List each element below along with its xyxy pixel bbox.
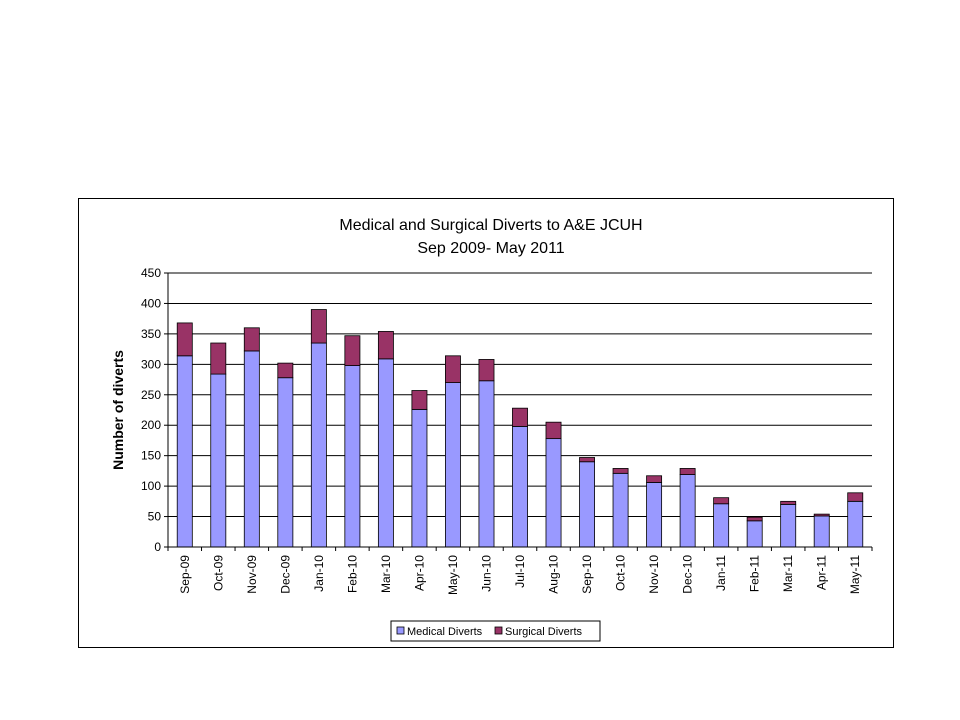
bar-surgical bbox=[377, 331, 394, 360]
bar-surgical bbox=[445, 355, 461, 383]
bar-surgical bbox=[478, 359, 495, 382]
legend-label: Medical Diverts bbox=[407, 626, 483, 638]
bar-medical bbox=[847, 500, 864, 548]
bar-medical bbox=[310, 342, 327, 548]
x-tick-label: Mar-11 bbox=[781, 555, 795, 592]
x-tick-label: Dec-09 bbox=[278, 555, 292, 594]
bar-surgical bbox=[579, 457, 595, 463]
y-tick-label: 350 bbox=[141, 327, 161, 341]
x-tick-label: Apr-10 bbox=[412, 555, 426, 591]
bar-surgical bbox=[746, 516, 763, 522]
x-tick-label: Jun-10 bbox=[479, 555, 493, 592]
bar-medical bbox=[478, 380, 495, 548]
bar-medical bbox=[411, 408, 428, 548]
y-tick-label: 150 bbox=[141, 449, 161, 463]
x-tick-label: Feb-11 bbox=[748, 555, 762, 592]
y-tick-label: 50 bbox=[148, 510, 162, 524]
bar-medical bbox=[713, 503, 730, 548]
x-tick-label: Aug-10 bbox=[547, 555, 561, 594]
bar-medical bbox=[746, 520, 763, 548]
x-tick-label: Oct-09 bbox=[211, 555, 225, 591]
bars-layer bbox=[176, 309, 864, 548]
x-tick-label: Jan-11 bbox=[714, 555, 728, 591]
x-tick-label: Nov-10 bbox=[647, 555, 661, 594]
y-tick-label: 250 bbox=[141, 388, 161, 402]
bar-surgical bbox=[411, 390, 428, 410]
bar-surgical bbox=[512, 407, 528, 427]
y-tick-label: 450 bbox=[141, 266, 161, 280]
bar-surgical bbox=[612, 468, 629, 474]
y-tick-label: 400 bbox=[141, 296, 161, 310]
axis-layer: 0 50 100 150 200 250 300 350 400 450 Sep-09 Oct-09 N… bbox=[141, 266, 873, 595]
y-tick-label: 200 bbox=[141, 418, 161, 432]
bar-surgical bbox=[277, 362, 294, 379]
y-tick-label: 100 bbox=[141, 479, 161, 493]
x-tick-label: Feb-10 bbox=[345, 555, 359, 593]
bar-surgical bbox=[176, 322, 193, 357]
bar-surgical bbox=[847, 492, 864, 502]
x-tick-label: May-10 bbox=[446, 555, 460, 595]
x-tick-label: Apr-11 bbox=[815, 555, 829, 590]
bar-medical bbox=[780, 503, 797, 548]
y-tick-label: 300 bbox=[141, 357, 161, 371]
bar-surgical bbox=[344, 335, 361, 366]
x-tick-label: Sep-10 bbox=[580, 555, 594, 594]
bar-medical bbox=[512, 426, 528, 548]
y-axis-label: Number of diverts bbox=[110, 350, 126, 470]
legend-label: Surgical Diverts bbox=[505, 626, 583, 638]
x-tick-label: Jul-10 bbox=[513, 555, 527, 588]
bar-surgical bbox=[713, 497, 730, 505]
bar-medical bbox=[176, 355, 193, 548]
x-tick-label: Sep-09 bbox=[178, 555, 192, 594]
bar-surgical bbox=[310, 309, 327, 344]
bar-medical bbox=[277, 377, 294, 548]
bar-surgical bbox=[679, 468, 696, 475]
bar-surgical bbox=[210, 342, 227, 375]
bar-surgical bbox=[780, 500, 797, 505]
x-tick-label: Jan-10 bbox=[312, 555, 326, 592]
legend: Medical Diverts Surgical Diverts bbox=[390, 620, 601, 642]
bar-medical bbox=[445, 382, 461, 548]
bar-medical bbox=[813, 515, 830, 548]
bar-medical bbox=[679, 474, 696, 548]
bar-medical bbox=[646, 482, 663, 548]
chart-frame: Medical and Surgical Diverts to A&E JCUH… bbox=[78, 198, 894, 648]
chart-title: Medical and Surgical Diverts to A&E JCUH bbox=[339, 217, 642, 234]
bar-medical bbox=[579, 461, 595, 548]
x-tick-label: May-11 bbox=[848, 555, 862, 594]
chart-subtitle: Sep 2009- May 2011 bbox=[417, 240, 564, 257]
bar-medical bbox=[243, 350, 260, 548]
x-tick-label: Dec-10 bbox=[681, 555, 695, 594]
legend-swatch bbox=[396, 626, 405, 635]
bar-medical bbox=[612, 472, 629, 548]
x-tick-label: Oct-10 bbox=[614, 555, 628, 591]
bar-surgical bbox=[545, 421, 562, 440]
y-tick-label: 0 bbox=[154, 540, 161, 554]
bar-medical bbox=[377, 358, 394, 548]
legend-swatch bbox=[494, 626, 503, 635]
bar-medical bbox=[344, 365, 361, 548]
bar-medical bbox=[210, 373, 227, 548]
bar-surgical bbox=[646, 475, 663, 483]
bar-medical bbox=[545, 438, 562, 548]
bar-surgical bbox=[243, 327, 260, 352]
bar-surgical bbox=[813, 513, 830, 517]
chart-svg: Medical and Surgical Diverts to A&E JCUH… bbox=[110, 217, 873, 642]
x-tick-label: Mar-10 bbox=[379, 555, 393, 593]
x-tick-label: Nov-09 bbox=[245, 555, 259, 594]
